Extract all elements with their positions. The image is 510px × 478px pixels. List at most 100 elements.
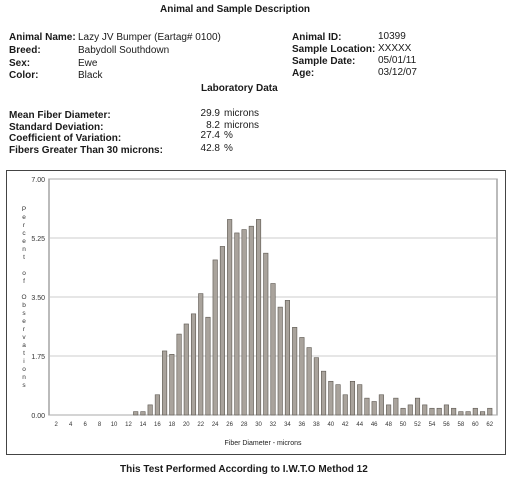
histogram-bar [147,404,153,416]
histogram-bar [451,407,457,416]
x-tick-label: 54 [429,422,436,428]
y-axis-label-char: n [22,374,26,381]
fg30-value: 42.8 [200,143,220,154]
x-tick-label: 22 [197,422,204,428]
histogram-bar [458,411,464,416]
x-tick-label: 42 [342,422,349,428]
sd-unit: microns [224,120,260,131]
y-axis-label-char: v [22,334,26,341]
histogram-bar [256,219,262,416]
histogram-bar [349,380,356,416]
x-tick-label: 58 [458,422,465,428]
x-tick-label: 6 [83,422,87,428]
animal-id-value: 10399 [378,31,406,42]
mfd-unit: microns [224,108,260,119]
y-tick-label: 0.00 [31,413,45,420]
x-tick-label: 40 [327,422,334,428]
histogram-bar [357,384,363,416]
x-tick-label: 8 [98,422,102,428]
histogram-bar [321,370,327,416]
histogram-bar [169,354,175,416]
histogram-bar [205,316,211,416]
histogram-bar [190,313,197,416]
color-value: Black [78,70,103,81]
histogram-bar [443,404,449,416]
x-tick-label: 10 [111,422,118,428]
y-axis-label-char: t [23,254,25,261]
histogram-bar [436,407,442,416]
mfd-label: Mean Fiber Diameter: [9,110,111,121]
histogram-bar [277,306,283,416]
y-tick-label: 3.50 [31,295,45,302]
histogram-bar [299,337,305,416]
y-tick-label: 7.00 [31,177,45,184]
y-axis-label-char: s [22,382,26,389]
x-tick-label: 48 [385,422,392,428]
histogram-bar [306,347,312,416]
histogram-bar [219,246,225,416]
x-tick-label: 2 [55,422,59,428]
x-tick-label: 12 [125,422,132,428]
histogram-bar [154,394,160,416]
age-label: Age: [292,68,315,79]
histogram-bar [400,407,406,416]
histogram-bar [386,404,392,416]
x-axis-label: Fiber Diameter - microns [224,440,302,447]
breed-label: Breed: [9,45,41,56]
histogram-bar [234,232,240,416]
histogram-bar [176,333,182,416]
histogram-bar [241,229,247,416]
histogram-bar [162,350,168,416]
x-tick-label: 16 [154,422,161,428]
x-tick-label: 50 [400,422,407,428]
x-tick-label: 32 [270,422,277,428]
x-tick-label: 62 [486,422,493,428]
histogram-bar [328,380,334,416]
sample-location-label: Sample Location: [292,44,376,55]
histogram-bar [212,259,218,416]
section-title-lab: Laboratory Data [201,83,278,94]
animal-id-label: Animal ID: [292,32,342,43]
histogram-bar [140,411,146,416]
fg30-unit: % [224,143,233,154]
y-axis-label-char: t [23,350,25,357]
histogram-bar [364,397,370,416]
y-axis-label-char: e [22,318,26,325]
x-tick-label: 56 [443,422,450,428]
histogram-bar [465,411,471,416]
histogram-bar [393,397,399,416]
x-tick-label: 18 [168,422,175,428]
y-axis-label-char: P [22,206,26,213]
x-tick-label: 30 [255,422,262,428]
y-axis-label-char: s [22,310,26,317]
x-tick-label: 24 [212,422,219,428]
histogram-bar [335,384,341,416]
footer-method-note: This Test Performed According to I.W.T.O… [120,464,368,475]
y-axis-label-char: o [22,270,26,277]
x-tick-label: 60 [472,422,479,428]
x-tick-label: 52 [414,422,421,428]
cv-unit: % [224,130,233,141]
histogram-bar [422,404,428,416]
histogram-bar [429,407,435,416]
fiber-diameter-histogram: 0.001.753.505.257.002 4 6 8 10 12 14 16 18 20 22 24… [21,177,498,447]
histogram-bar [371,401,377,416]
histogram-bar [248,225,254,416]
sex-label: Sex: [9,58,31,69]
breed-value: Babydoll Southdown [78,45,170,56]
x-tick-label: 44 [356,422,363,428]
mfd-value: 29.9 [200,108,220,119]
y-axis-label-char: e [22,214,26,221]
histogram-bar [407,404,413,416]
y-axis-label-char: e [22,238,26,245]
histogram-bar [487,407,493,416]
histogram-bar [292,327,298,416]
fg30-label: Fibers Greater Than 30 microns: [9,145,163,156]
x-tick-label: 34 [284,422,291,428]
histogram-bar [378,394,384,416]
y-axis-label-char: i [23,358,24,365]
animal-name-value: Lazy JV Bumper (Eartag# 0100) [78,32,221,43]
y-axis-label-char: f [23,278,25,285]
y-axis-label-char: c [22,230,26,237]
sex-value: Ewe [78,58,98,69]
